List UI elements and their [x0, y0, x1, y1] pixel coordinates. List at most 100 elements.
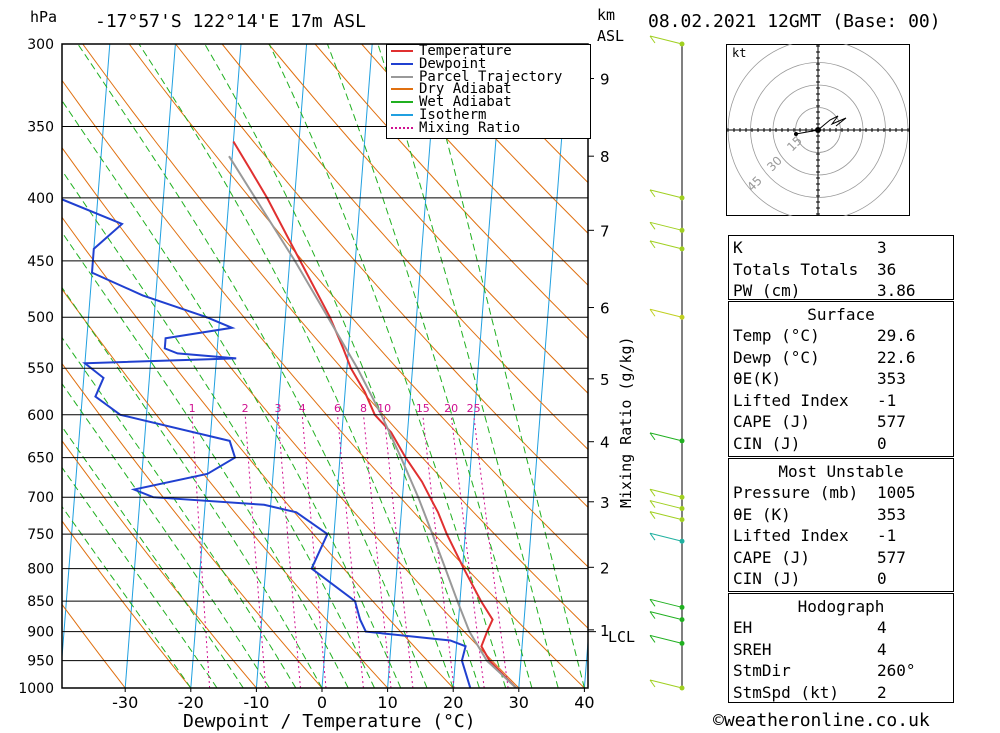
pressure-tick-label: 600: [27, 408, 54, 424]
index-row: Pressure (mb) 1005: [733, 483, 949, 505]
index-key: CAPE (J): [733, 547, 811, 567]
index-row: EH 4: [733, 618, 949, 640]
pressure-tick-label: 650: [27, 451, 54, 467]
index-key: PW (cm): [733, 281, 801, 300]
pressure-tick-label: 700: [27, 490, 54, 506]
km-tick-label: 3: [600, 494, 610, 512]
pressure-tick-label: 300: [27, 37, 54, 53]
wet-adiabat-line: [77, 44, 428, 688]
legend-swatch: [391, 126, 413, 129]
index-value: 0: [877, 433, 887, 453]
index-value: -1: [877, 390, 897, 410]
km-tick-label: 8: [600, 148, 610, 166]
legend-entry: Wet Adiabat: [391, 94, 512, 111]
indices-section-title: Surface: [807, 305, 875, 324]
hodograph-origin: [815, 127, 821, 133]
index-value: 4: [877, 639, 887, 659]
wind-barb: [649, 598, 683, 608]
index-row: CIN (J) 0: [733, 569, 949, 591]
height-unit-sub-label: ASL: [597, 27, 625, 45]
mixing-ratio-tick-label: 3: [275, 402, 282, 415]
isotherm-line: [650, 44, 700, 688]
index-value: 577: [877, 547, 906, 567]
index-row: CIN (J) 0: [733, 434, 949, 456]
legend-entry: Dry Adiabat: [391, 81, 512, 98]
legend-entry: Mixing Ratio: [391, 119, 521, 136]
index-row: StmSpd (kt) 2: [733, 683, 949, 705]
lcl-label: LCL: [608, 628, 636, 646]
wind-barb: [649, 634, 683, 644]
legend-entry: Parcel Trajectory: [391, 70, 562, 84]
isotherm-line: [62, 44, 111, 664]
index-key: StmSpd (kt): [733, 682, 839, 702]
location-title: -17°57'S 122°14'E 17m ASL: [95, 11, 366, 32]
dry-adiabat-line: [221, 44, 588, 451]
legend-label: Wet Adiabat: [419, 94, 512, 111]
dry-adiabat-line: [62, 520, 192, 688]
legend-entry: Dewpoint: [391, 57, 486, 71]
pressure-tick-label: 450: [27, 254, 54, 270]
mixing-ratio-line: [277, 414, 301, 688]
legend-swatch: [391, 101, 413, 104]
index-row: Dewp (°C) 22.6: [733, 348, 949, 370]
x-axis-label: Dewpoint / Temperature (°C): [183, 711, 476, 732]
index-row: Temp (°C) 29.6: [733, 326, 949, 348]
index-key: Pressure (mb): [733, 483, 859, 502]
mixing-ratio-line: [363, 414, 392, 688]
index-row: Lifted Index -1: [733, 526, 949, 548]
wet-adiabat-line: [138, 44, 454, 688]
km-tick-label: 6: [600, 300, 610, 318]
legend: Temperature Dewpoint Parcel Trajectory Dry …: [386, 44, 591, 139]
wind-barb: [649, 240, 683, 250]
mixing-ratio-tick-label: 2: [242, 402, 249, 415]
legend-swatch: [391, 50, 413, 52]
isotherm-line: [387, 44, 439, 688]
temperature-tick-label: 40: [574, 693, 594, 712]
index-value: 36: [877, 259, 897, 279]
mixing-ratio-line: [244, 414, 267, 688]
wet-adiabat-line: [62, 505, 192, 688]
series-dewpoint: [62, 198, 472, 688]
legend-label: Mixing Ratio: [419, 119, 521, 136]
pressure-tick-label: 1000: [18, 681, 54, 697]
series-parcel-trajectory: [228, 155, 517, 688]
wind-barb: [649, 189, 683, 199]
mixing-ratio-tick-label: 15: [416, 402, 430, 415]
legend-label: Dry Adiabat: [419, 81, 512, 98]
pressure-tick-label: 500: [27, 310, 54, 326]
dry-adiabat-line: [62, 216, 454, 688]
index-key: Dewp (°C): [733, 347, 820, 367]
legend-label: Temperature: [419, 43, 512, 59]
wind-barb: [649, 432, 683, 442]
pressure-tick-label: 550: [27, 361, 54, 377]
pressure-tick-label: 350: [27, 119, 54, 135]
isotherm-line: [190, 44, 242, 688]
index-value: 577: [877, 412, 906, 431]
index-row: CAPE (J) 577: [733, 548, 949, 570]
wind-barb: [649, 488, 683, 498]
pressure-tick-label: 900: [27, 625, 54, 641]
isotherm-line: [321, 44, 373, 688]
wind-barb: [649, 611, 683, 621]
wet-adiabat-line: [326, 44, 533, 688]
legend-swatch: [391, 75, 413, 78]
isotherm-line: [518, 44, 570, 688]
km-tick-label: 5: [600, 371, 610, 389]
km-tick-label: 1: [600, 622, 610, 640]
wet-adiabat-line: [62, 466, 218, 688]
legend-label: Isotherm: [419, 107, 487, 123]
mixing-ratio-line: [301, 414, 327, 688]
index-key: K: [733, 238, 743, 257]
mixing-ratio-tick-label: 10: [377, 402, 391, 415]
km-tick-label: 4: [600, 434, 610, 452]
mixing-ratio-tick-label: 1: [189, 402, 196, 415]
wind-barb: [649, 679, 683, 689]
legend-entry: Isotherm: [391, 107, 487, 123]
pressure-tick-label: 400: [27, 191, 54, 207]
dry-adiabat-line: [314, 44, 588, 340]
dry-adiabat-line: [361, 44, 588, 286]
index-key: EH: [733, 618, 753, 637]
